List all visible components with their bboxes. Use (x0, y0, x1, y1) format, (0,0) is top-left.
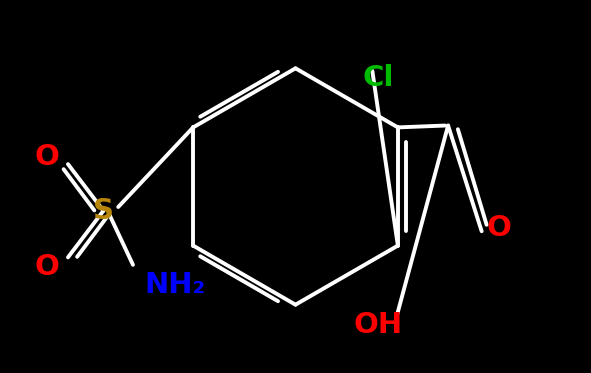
Text: NH₂: NH₂ (145, 271, 206, 300)
Text: O: O (487, 213, 512, 242)
Text: S: S (93, 197, 114, 225)
Text: O: O (35, 253, 60, 281)
Text: Cl: Cl (362, 64, 394, 93)
Text: O: O (35, 142, 60, 171)
Text: OH: OH (353, 310, 403, 339)
